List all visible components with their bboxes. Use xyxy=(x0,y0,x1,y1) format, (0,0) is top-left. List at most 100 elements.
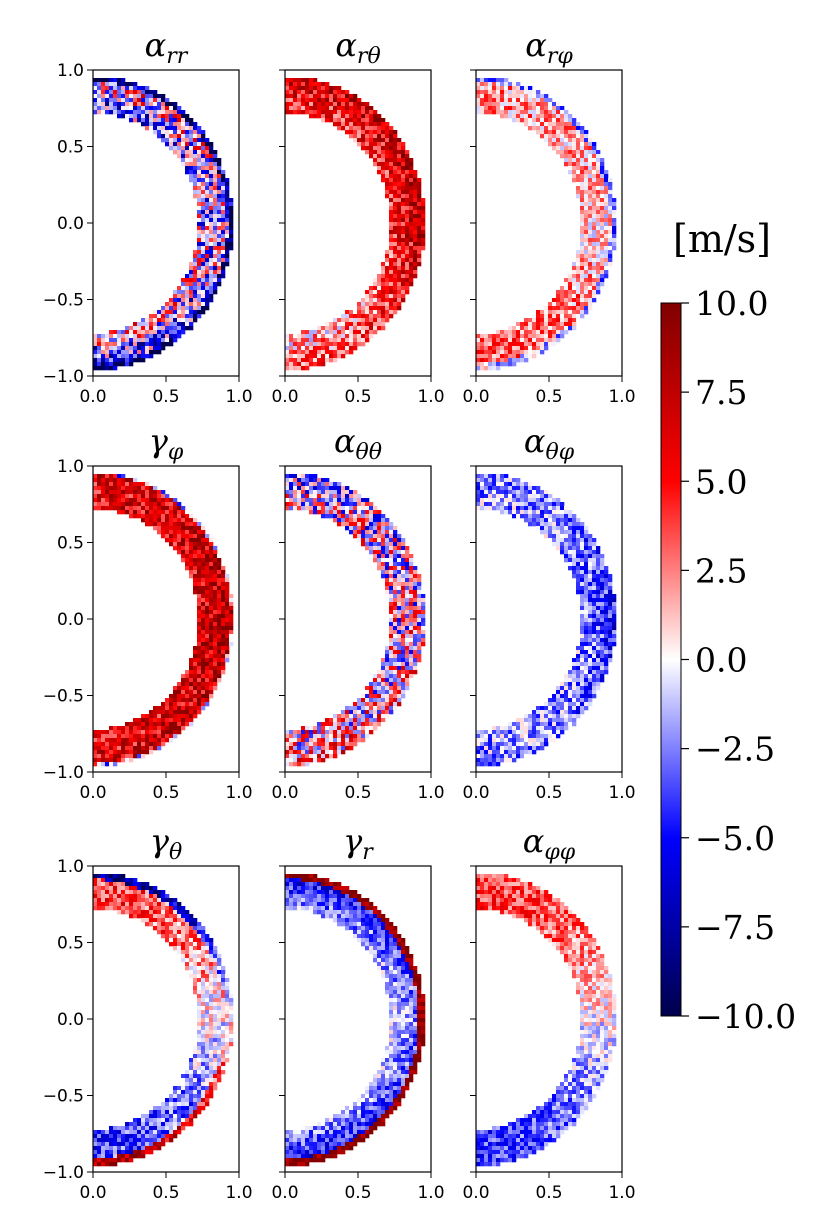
heatmap-cell xyxy=(361,118,366,123)
heatmap-cell xyxy=(576,542,581,547)
heatmap-cell xyxy=(385,134,390,139)
heatmap-cell xyxy=(321,506,326,511)
heatmap-cell xyxy=(588,210,593,215)
heatmap-cell xyxy=(584,286,589,291)
heatmap-cell xyxy=(417,186,422,191)
heatmap-cell xyxy=(572,534,577,539)
heatmap-cell xyxy=(568,322,573,327)
heatmap-cell xyxy=(556,326,561,331)
heatmap-cell xyxy=(532,126,537,131)
heatmap-cell xyxy=(317,98,322,103)
heatmap-cell xyxy=(500,86,505,91)
heatmap-cell xyxy=(129,334,134,339)
heatmap-cell xyxy=(584,134,589,139)
heatmap-cell xyxy=(217,278,222,283)
heatmap-cell xyxy=(496,82,501,87)
heatmap-cell xyxy=(285,498,290,503)
heatmap-cell xyxy=(524,498,529,503)
heatmap-cell xyxy=(576,178,581,183)
heatmap-cell xyxy=(548,302,553,307)
heatmap-cell xyxy=(141,114,146,119)
heatmap-cell xyxy=(401,638,406,643)
heatmap-cell xyxy=(405,666,410,671)
heatmap-cell xyxy=(209,634,214,639)
heatmap-cell xyxy=(97,358,102,363)
heatmap-cell xyxy=(121,354,126,359)
heatmap-cell xyxy=(385,714,390,719)
heatmap-cell xyxy=(405,574,410,579)
heatmap-cell xyxy=(129,106,134,111)
heatmap-cell xyxy=(385,562,390,567)
heatmap-cell xyxy=(560,138,565,143)
heatmap-cell xyxy=(532,102,537,107)
heatmap-cell xyxy=(181,678,186,683)
heatmap-cell xyxy=(145,514,150,519)
heatmap-cell xyxy=(349,490,354,495)
heatmap-cell xyxy=(492,354,497,359)
heatmap-cell xyxy=(205,682,210,687)
heatmap-cell xyxy=(552,538,557,543)
heatmap-cell xyxy=(301,350,306,355)
heatmap-cell xyxy=(169,522,174,527)
heatmap-cell xyxy=(225,190,230,195)
heatmap-cell xyxy=(93,86,98,91)
heatmap-cell xyxy=(592,242,597,247)
heatmap-cell xyxy=(217,578,222,583)
heatmap-cell xyxy=(105,494,110,499)
heatmap-cell xyxy=(325,730,330,735)
heatmap-cell xyxy=(333,334,338,339)
heatmap-cell xyxy=(405,286,410,291)
heatmap-cell xyxy=(544,322,549,327)
heatmap-cell xyxy=(401,566,406,571)
heatmap-cell xyxy=(153,94,158,99)
heatmap-cell xyxy=(361,146,366,151)
heatmap-cell xyxy=(205,298,210,303)
heatmap-cell xyxy=(349,114,354,119)
heatmap-cell xyxy=(552,318,557,323)
heatmap-cell xyxy=(584,246,589,251)
heatmap-cell xyxy=(580,286,585,291)
heatmap-cell xyxy=(349,718,354,723)
heatmap-cell xyxy=(588,626,593,631)
heatmap-cell xyxy=(133,118,138,123)
heatmap-cell xyxy=(496,334,501,339)
heatmap-cell xyxy=(556,302,561,307)
heatmap-cell xyxy=(121,98,126,103)
heatmap-cell xyxy=(564,122,569,127)
heatmap-cell xyxy=(532,518,537,523)
heatmap-cell xyxy=(397,570,402,575)
heatmap-cell xyxy=(536,94,541,99)
heatmap-cell xyxy=(357,138,362,143)
heatmap-cell xyxy=(600,250,605,255)
heatmap-cell xyxy=(317,110,322,115)
heatmap-cell xyxy=(133,114,138,119)
heatmap-cell xyxy=(301,758,306,763)
heatmap-cell xyxy=(361,114,366,119)
heatmap-cell xyxy=(385,294,390,299)
heatmap-cell xyxy=(556,318,561,323)
heatmap-cell xyxy=(564,114,569,119)
heatmap-cell xyxy=(213,150,218,155)
heatmap-cell xyxy=(225,582,230,587)
heatmap-cell xyxy=(349,738,354,743)
heatmap-cell xyxy=(409,278,414,283)
heatmap-cell xyxy=(476,494,481,499)
heatmap-cell xyxy=(600,262,605,267)
heatmap-cell xyxy=(213,670,218,675)
heatmap-cell xyxy=(401,602,406,607)
heatmap-cell xyxy=(580,562,585,567)
heatmap-cell xyxy=(109,494,114,499)
heatmap-cell xyxy=(285,734,290,739)
heatmap-cell xyxy=(596,194,601,199)
heatmap-cell xyxy=(592,254,597,259)
heatmap-cell xyxy=(345,526,350,531)
heatmap-cell xyxy=(213,642,218,647)
heatmap-cell xyxy=(492,106,497,111)
heatmap-cell xyxy=(357,126,362,131)
heatmap-cell xyxy=(221,570,226,575)
heatmap-cell xyxy=(141,346,146,351)
heatmap-cell xyxy=(217,170,222,175)
heatmap-cell xyxy=(357,322,362,327)
heatmap-cell xyxy=(181,542,186,547)
heatmap-cell xyxy=(121,486,126,491)
